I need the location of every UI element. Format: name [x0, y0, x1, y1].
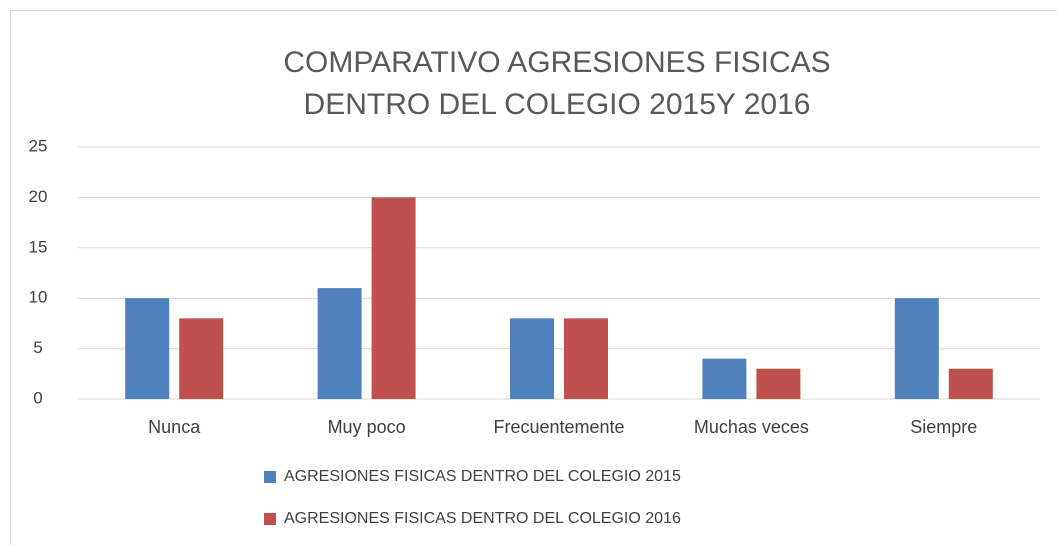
x-tick-label: Nunca — [148, 417, 201, 437]
legend-swatch — [264, 513, 276, 525]
legend-label: AGRESIONES FISICAS DENTRO DEL COLEGIO 20… — [284, 468, 681, 485]
chart-title: COMPARATIVO AGRESIONES FISICAS — [283, 46, 830, 79]
bar — [125, 298, 170, 399]
x-tick-label: Muy poco — [328, 417, 406, 437]
bar — [702, 358, 747, 399]
bar — [756, 368, 801, 399]
x-tick-label: Frecuentemente — [493, 417, 624, 437]
x-tick-label: Muchas veces — [694, 417, 809, 437]
bar — [371, 197, 416, 399]
bar — [179, 318, 224, 399]
bar — [948, 368, 993, 399]
bar — [510, 318, 554, 399]
chart-border — [10, 10, 1057, 545]
legend-swatch — [264, 471, 276, 483]
y-tick-label: 0 — [33, 388, 42, 407]
x-tick-label: Siempre — [910, 417, 977, 437]
bar — [894, 298, 939, 399]
chart-title: DENTRO DEL COLEGIO 2015Y 2016 — [304, 88, 811, 121]
y-tick-label: 15 — [29, 237, 48, 256]
y-tick-label: 5 — [33, 338, 42, 357]
y-tick-label: 20 — [29, 187, 48, 206]
legend-label: AGRESIONES FISICAS DENTRO DEL COLEGIO 20… — [284, 510, 681, 527]
bar — [564, 318, 608, 399]
bar — [317, 288, 362, 399]
y-tick-label: 10 — [29, 288, 48, 307]
y-tick-label: 25 — [29, 136, 48, 155]
